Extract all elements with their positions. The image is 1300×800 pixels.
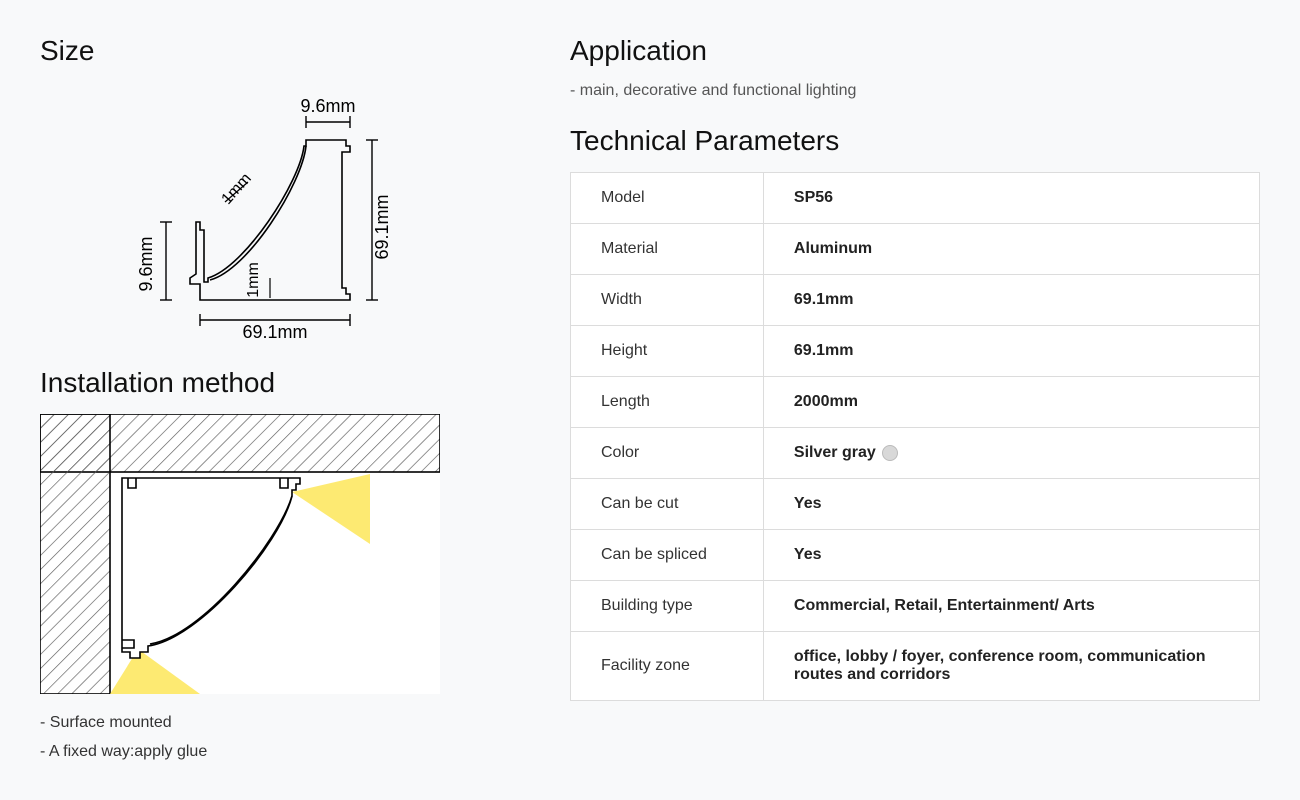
table-row: Can be cutYes <box>571 479 1260 530</box>
tech-params-table: ModelSP56MaterialAluminumWidth69.1mmHeig… <box>570 172 1260 701</box>
param-value: Commercial, Retail, Entertainment/ Arts <box>763 581 1259 632</box>
param-label: Height <box>571 326 764 377</box>
size-diagram: 9.6mm 69.1mm 9.6mm 69.1mm 1mm 1mm <box>100 82 510 347</box>
table-row: ColorSilver gray <box>571 428 1260 479</box>
param-label: Model <box>571 173 764 224</box>
param-label: Material <box>571 224 764 275</box>
table-row: Height69.1mm <box>571 326 1260 377</box>
table-row: Building typeCommercial, Retail, Enterta… <box>571 581 1260 632</box>
dim-thick-b: 1mm <box>245 262 262 298</box>
param-label: Color <box>571 428 764 479</box>
param-value: Silver gray <box>763 428 1259 479</box>
param-label: Facility zone <box>571 632 764 701</box>
size-heading: Size <box>40 35 510 67</box>
dim-top: 9.6mm <box>300 96 355 116</box>
param-label: Can be spliced <box>571 530 764 581</box>
param-label: Building type <box>571 581 764 632</box>
param-value: 69.1mm <box>763 275 1259 326</box>
install-bullet-1: - A fixed way:apply glue <box>40 738 510 767</box>
param-value: 2000mm <box>763 377 1259 428</box>
table-row: MaterialAluminum <box>571 224 1260 275</box>
installation-bullets: - Surface mounted - A fixed way:apply gl… <box>40 709 510 767</box>
param-value: Yes <box>763 530 1259 581</box>
param-value: 69.1mm <box>763 326 1259 377</box>
param-value: SP56 <box>763 173 1259 224</box>
dim-left: 9.6mm <box>136 236 156 291</box>
param-label: Length <box>571 377 764 428</box>
color-swatch-icon <box>882 445 898 461</box>
param-value: Yes <box>763 479 1259 530</box>
table-row: Can be splicedYes <box>571 530 1260 581</box>
param-label: Width <box>571 275 764 326</box>
param-value: Aluminum <box>763 224 1259 275</box>
application-bullet-0: - main, decorative and functional lighti… <box>570 82 1260 100</box>
installation-heading: Installation method <box>40 367 510 399</box>
tech-heading: Technical Parameters <box>570 125 1260 157</box>
dim-thick-a: 1mm <box>218 170 254 208</box>
dim-right: 69.1mm <box>372 194 392 259</box>
table-row: Width69.1mm <box>571 275 1260 326</box>
table-row: ModelSP56 <box>571 173 1260 224</box>
application-heading: Application <box>570 35 1260 67</box>
install-bullet-0: - Surface mounted <box>40 709 510 738</box>
table-row: Facility zoneoffice, lobby / foyer, conf… <box>571 632 1260 701</box>
installation-diagram <box>40 414 510 699</box>
table-row: Length2000mm <box>571 377 1260 428</box>
param-value: office, lobby / foyer, conference room, … <box>763 632 1259 701</box>
dim-bottom: 69.1mm <box>242 322 307 342</box>
param-label: Can be cut <box>571 479 764 530</box>
